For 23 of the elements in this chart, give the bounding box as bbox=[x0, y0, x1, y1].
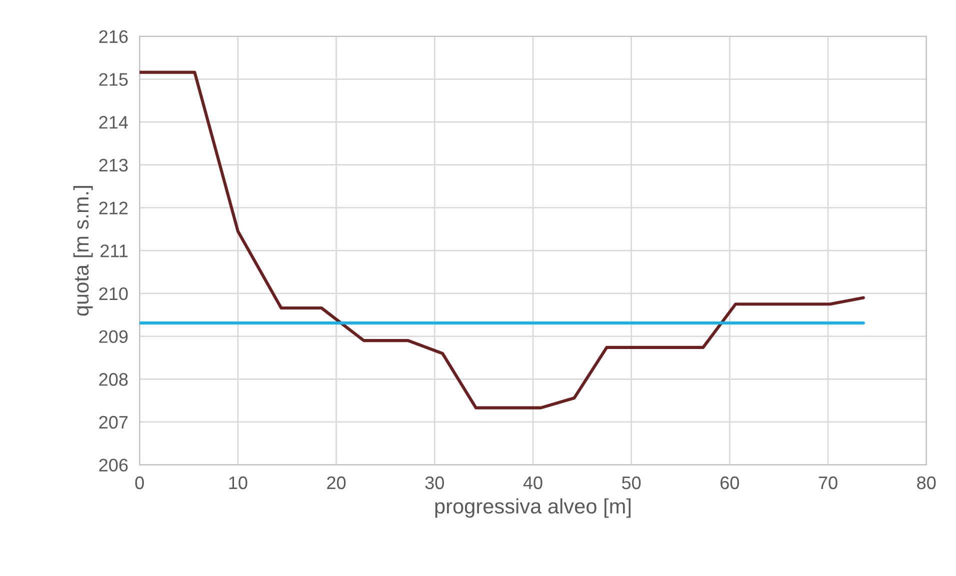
x-tick-label: 40 bbox=[523, 476, 542, 490]
y-tick-label: 211 bbox=[100, 244, 128, 258]
y-tick-label: 207 bbox=[99, 416, 128, 429]
y-tick-label: 215 bbox=[99, 73, 128, 86]
y-tick-label: 216 bbox=[99, 30, 128, 44]
x-tick-label: 20 bbox=[327, 476, 346, 490]
x-tick-label: 0 bbox=[135, 476, 144, 490]
x-tick-label: 60 bbox=[720, 476, 740, 490]
y-tick-label: 213 bbox=[99, 158, 128, 172]
line-series bbox=[140, 70, 865, 410]
x-tick-label: 50 bbox=[622, 476, 641, 490]
y-tick-label: 210 bbox=[99, 287, 128, 300]
y-axis-title: quota [m s.m.] bbox=[73, 186, 93, 316]
x-tick-label: 10 bbox=[229, 476, 248, 490]
x-tick-label: 30 bbox=[425, 476, 444, 490]
y-tick-label: 209 bbox=[99, 330, 128, 343]
y-tick-label: 206 bbox=[99, 458, 128, 472]
y-tick-label: 214 bbox=[99, 116, 128, 129]
y-tick-label: 212 bbox=[99, 202, 128, 214]
x-tick-label: 80 bbox=[917, 476, 936, 490]
y-tick-label: 208 bbox=[99, 373, 128, 386]
x-axis-title: progressiva alveo [m] bbox=[435, 498, 630, 518]
x-tick-label: 70 bbox=[818, 476, 838, 490]
